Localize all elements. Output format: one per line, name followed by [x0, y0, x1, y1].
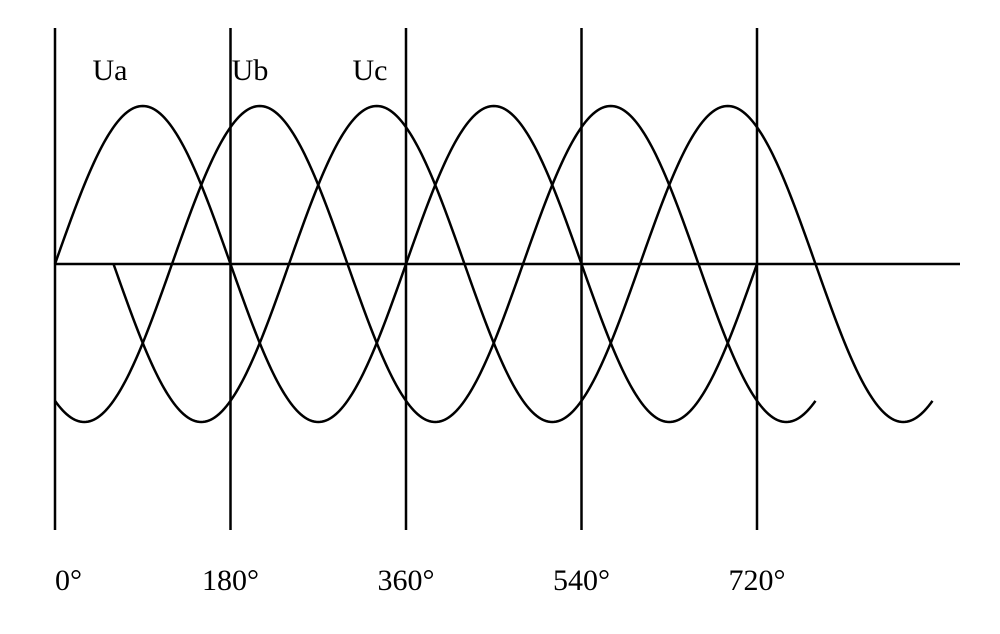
phase-label-ua: Ua: [93, 54, 128, 87]
x-tick-label-720: 720°: [729, 564, 786, 597]
x-tick-label-540: 540°: [553, 564, 610, 597]
phase-label-ub: Ub: [232, 54, 269, 87]
phase-label-uc: Uc: [353, 54, 388, 87]
x-tick-label-0: 0°: [55, 564, 82, 597]
x-tick-label-180: 180°: [202, 564, 259, 597]
three-phase-waveform-chart: Ua Ub Uc 0° 180° 360° 540° 720°: [0, 0, 1000, 634]
x-tick-label-360: 360°: [378, 564, 435, 597]
chart-svg: Ua Ub Uc 0° 180° 360° 540° 720°: [0, 0, 1000, 634]
